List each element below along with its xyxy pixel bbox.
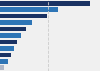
Bar: [0, 1, 90, 6]
Bar: [0, 53, 11, 57]
Bar: [0, 46, 14, 51]
Bar: [0, 20, 32, 25]
Bar: [0, 14, 47, 18]
Bar: [0, 59, 8, 64]
Bar: [0, 40, 17, 44]
Bar: [0, 33, 21, 38]
Bar: [0, 7, 58, 12]
Bar: [0, 27, 26, 31]
Bar: [0, 65, 4, 70]
